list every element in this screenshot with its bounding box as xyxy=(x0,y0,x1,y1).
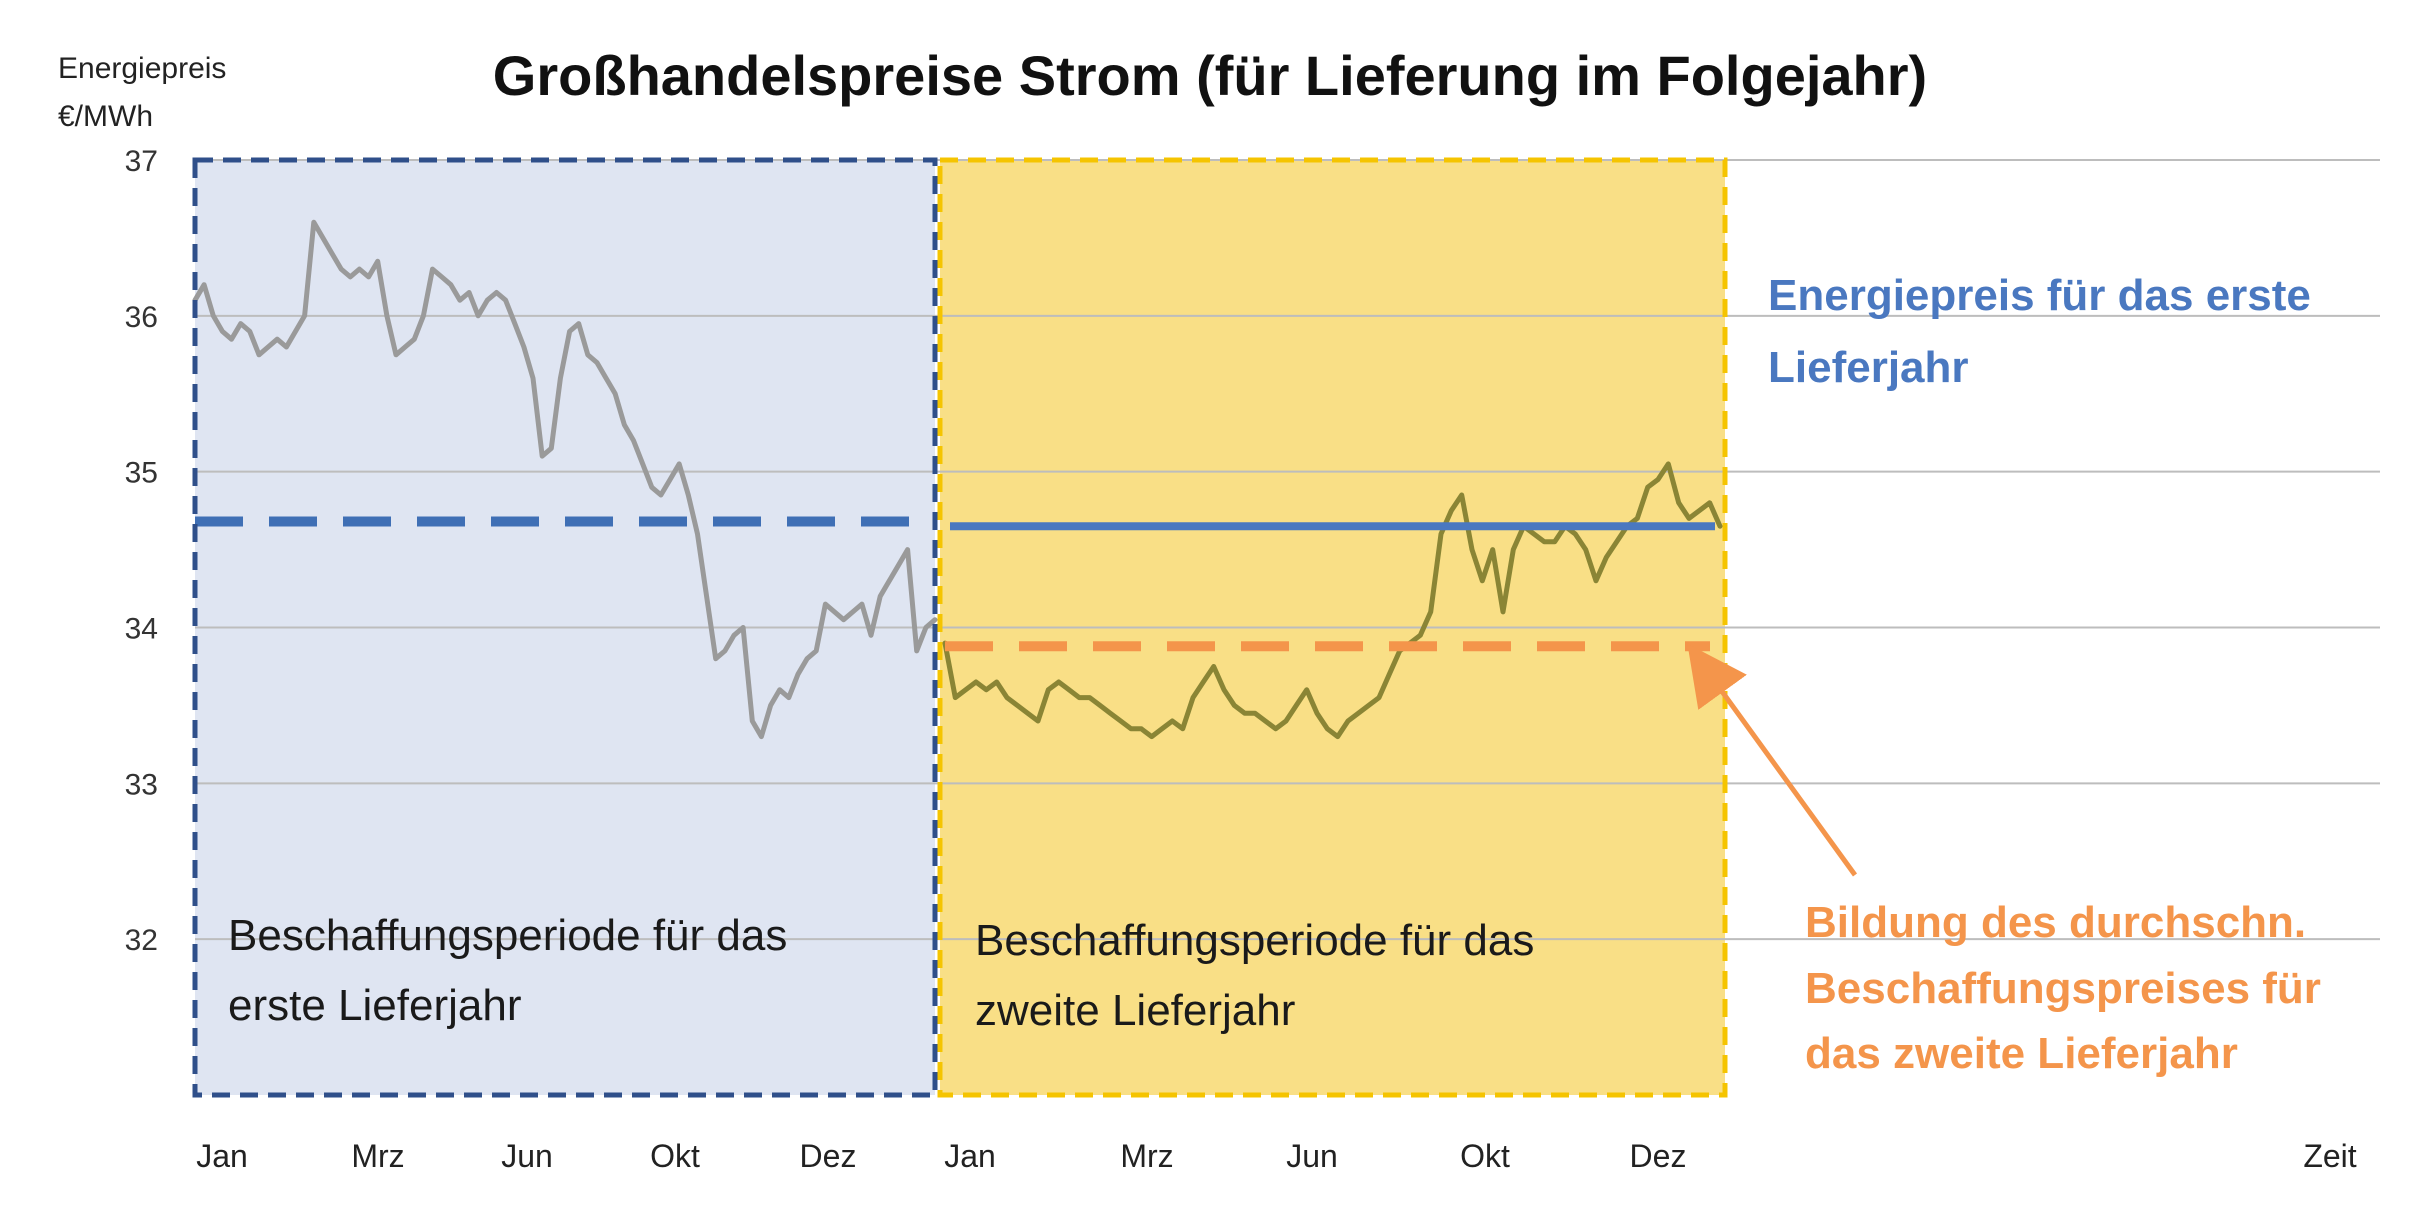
annotation-first-year-line-1: Energiepreis für das erste xyxy=(1768,271,2311,320)
annotation-average-line-2: Beschaffungspreises für xyxy=(1805,964,2321,1013)
region-2-label-line-1: Beschaffungsperiode für das xyxy=(975,916,1534,965)
x-tick-6: Jan xyxy=(944,1138,996,1174)
series-line-2 xyxy=(942,461,1723,740)
x-tick-8: Jun xyxy=(1286,1138,1338,1174)
region-1-border xyxy=(192,157,938,1098)
annotation-average-line-3: das zweite Lieferjahr xyxy=(1805,1029,2238,1078)
region-1-label-line-1: Beschaffungsperiode für das xyxy=(228,911,787,960)
region-2-border xyxy=(937,157,1728,1098)
annotation-arrow xyxy=(1687,643,1858,877)
x-tick-10: Dez xyxy=(1630,1138,1687,1174)
y-tick-32: 32 xyxy=(125,924,158,957)
series-line-1 xyxy=(192,219,938,740)
x-tick-2: Mrz xyxy=(351,1138,404,1174)
y-tick-36: 36 xyxy=(125,301,158,334)
annotation-first-year-line-2: Lieferjahr xyxy=(1768,343,1969,392)
y-axis-label-line-1: Energiepreis xyxy=(58,52,226,85)
x-tick-7: Mrz xyxy=(1120,1138,1173,1174)
chart-title: Großhandelspreise Strom (für Lieferung i… xyxy=(493,44,1927,107)
y-tick-34: 34 xyxy=(125,613,158,646)
x-tick-9: Okt xyxy=(1460,1138,1510,1174)
y-tick-37: 37 xyxy=(125,145,158,178)
annotation-average-line-1: Bildung des durchschn. xyxy=(1805,898,2306,947)
y-tick-33: 33 xyxy=(125,768,158,801)
x-axis-label: Zeit xyxy=(2303,1138,2356,1174)
y-axis-label-line-2: €/MWh xyxy=(58,100,153,133)
region-2-label-line-2: zweite Lieferjahr xyxy=(975,986,1295,1035)
x-tick-1: Jan xyxy=(196,1138,248,1174)
region-1-label-line-2: erste Lieferjahr xyxy=(228,981,521,1030)
y-tick-35: 35 xyxy=(125,457,158,490)
x-tick-4: Okt xyxy=(650,1138,700,1174)
x-tick-3: Jun xyxy=(501,1138,553,1174)
x-tick-5: Dez xyxy=(800,1138,857,1174)
